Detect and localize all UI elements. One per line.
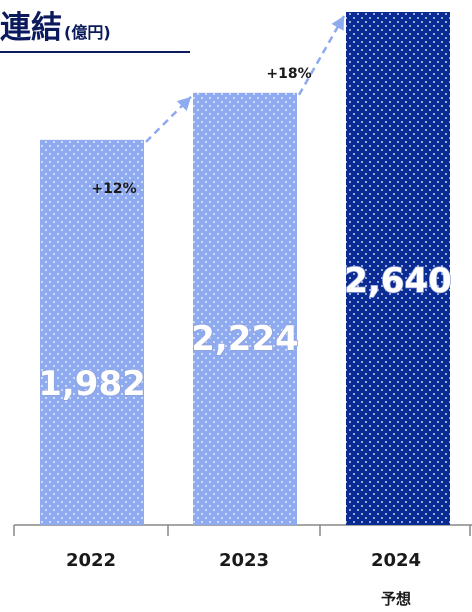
growth-arrow-head	[176, 96, 191, 111]
x-tick-sublabel: 予想	[381, 590, 411, 608]
labels-layer: 1,982 2022 2,224 2023 2,640 2024 予想 +12% +18%	[37, 66, 452, 608]
x-tick-label-2023: 2023	[219, 550, 269, 571]
x-tick-label-2022: 2022	[66, 550, 116, 571]
bar-2022	[40, 139, 144, 525]
chart-title-text: 連結	[0, 10, 62, 46]
chart-unit: (億円)	[64, 23, 111, 42]
value-label-2023: 2,224	[191, 319, 299, 359]
chart-title: 連結 (億円)	[0, 10, 111, 46]
growth-label-2: +18%	[266, 66, 311, 82]
growth-arrow-line	[297, 15, 346, 96]
bar-2023	[193, 92, 297, 525]
value-label-2024: 2,640	[344, 261, 452, 301]
growth-label-1: +12%	[91, 181, 136, 197]
growth-arrow-head	[331, 16, 344, 31]
bar-2024	[346, 12, 450, 525]
x-tick-label-2024: 2024	[371, 550, 421, 571]
value-label-2022: 1,982	[38, 364, 146, 404]
bars-layer	[40, 12, 450, 525]
growth-arrows-layer	[145, 15, 346, 143]
